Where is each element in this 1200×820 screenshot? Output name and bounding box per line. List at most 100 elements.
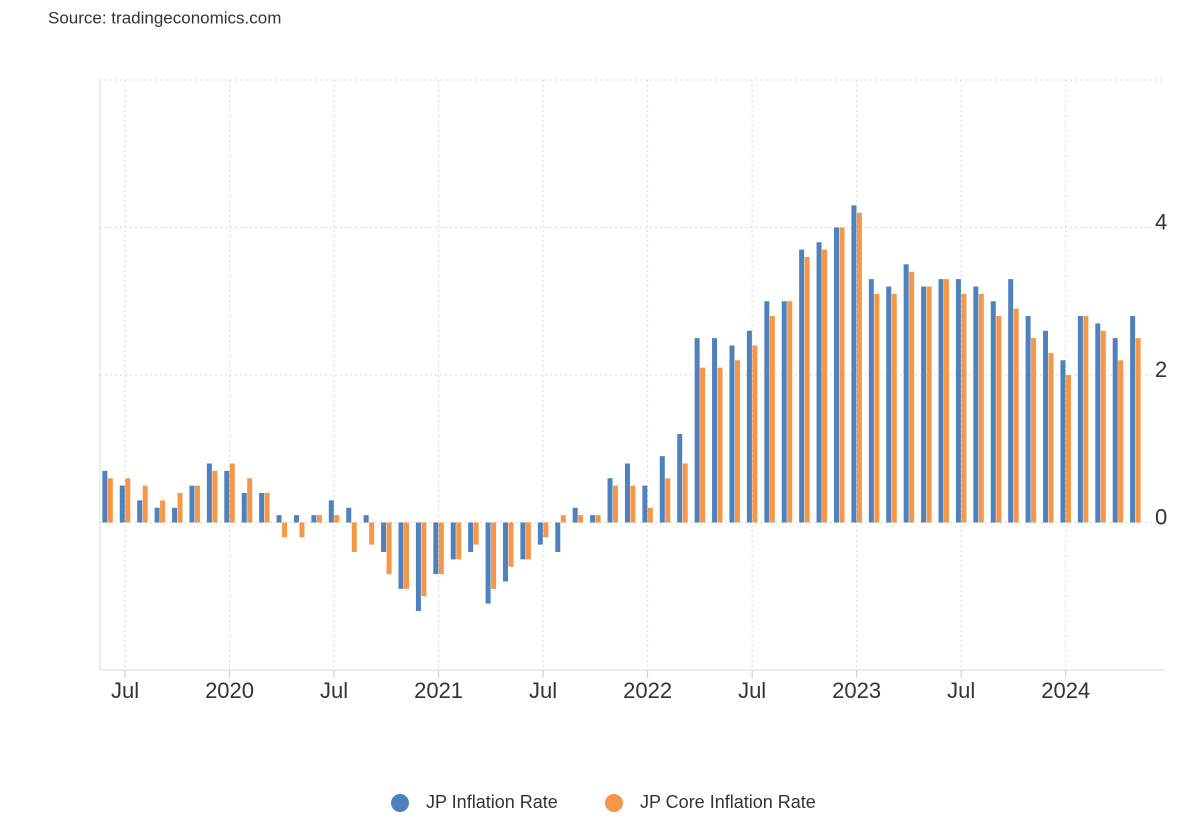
bar — [264, 493, 270, 523]
x-tick-label: Jul — [947, 678, 975, 703]
bar — [438, 522, 444, 575]
bar — [833, 227, 839, 523]
bar — [386, 522, 392, 575]
legend-marker — [605, 794, 623, 812]
bar — [508, 522, 514, 567]
bar — [142, 485, 148, 523]
x-tick-label: 2023 — [832, 678, 881, 703]
bar — [659, 456, 665, 523]
bar — [212, 470, 218, 523]
bar — [224, 470, 230, 523]
bar — [276, 515, 282, 523]
bar — [194, 485, 200, 523]
bar — [839, 227, 845, 523]
bar — [160, 500, 166, 523]
bar — [503, 522, 509, 582]
bar — [700, 367, 706, 523]
bar — [874, 293, 880, 523]
bar — [607, 478, 613, 523]
bar — [717, 367, 723, 523]
bar — [804, 257, 810, 523]
bar — [1100, 330, 1106, 523]
bar — [102, 470, 108, 523]
bar — [137, 500, 143, 523]
bar — [107, 478, 113, 523]
bar — [1031, 338, 1037, 523]
bar — [822, 249, 828, 523]
bar — [403, 522, 409, 589]
bar — [590, 515, 596, 523]
bar — [903, 264, 909, 523]
x-tick-label: 2021 — [414, 678, 463, 703]
bar — [293, 515, 299, 523]
bar — [119, 485, 125, 523]
y-tick-label: 0 — [1155, 504, 1167, 529]
bar — [868, 279, 874, 523]
x-tick-label: Jul — [111, 678, 139, 703]
bar — [381, 522, 387, 552]
bar — [816, 242, 822, 523]
legend-marker — [391, 794, 409, 812]
bar — [973, 286, 979, 523]
bar — [259, 493, 265, 523]
bar — [1025, 316, 1031, 523]
bar — [712, 338, 718, 523]
bar — [752, 345, 758, 523]
bar — [978, 293, 984, 523]
bar — [682, 463, 688, 523]
bar — [282, 522, 288, 538]
bar — [241, 493, 247, 523]
bar — [415, 522, 421, 611]
bar — [456, 522, 462, 560]
bar — [525, 522, 531, 560]
legend-label: JP Core Inflation Rate — [640, 792, 816, 812]
bar — [630, 485, 636, 523]
bar — [938, 279, 944, 523]
y-tick-label: 2 — [1155, 357, 1167, 382]
bar — [1060, 360, 1066, 523]
bar — [1118, 360, 1124, 523]
bar — [613, 485, 619, 523]
x-tick-label: 2022 — [623, 678, 672, 703]
bar — [520, 522, 526, 560]
bar — [851, 205, 857, 523]
bar — [172, 507, 178, 523]
bar — [746, 330, 752, 523]
bar — [944, 279, 950, 523]
bar — [764, 301, 770, 523]
bar — [398, 522, 404, 589]
bar — [247, 478, 253, 523]
bar — [595, 515, 601, 523]
bar — [468, 522, 474, 552]
bar — [1048, 352, 1054, 523]
bar — [665, 478, 671, 523]
bar — [299, 522, 305, 538]
legend-label: JP Inflation Rate — [426, 792, 558, 812]
bar — [125, 478, 131, 523]
bar — [154, 507, 160, 523]
bar — [734, 360, 740, 523]
bar — [1135, 338, 1141, 523]
bar — [856, 212, 862, 523]
bar — [694, 338, 700, 523]
bar — [1065, 375, 1071, 523]
bar — [961, 293, 967, 523]
source: Source: tradingeconomics.com — [48, 8, 281, 27]
bar — [485, 522, 491, 604]
bar — [351, 522, 357, 552]
bar — [787, 301, 793, 523]
bar — [346, 507, 352, 523]
bar — [1095, 323, 1101, 523]
bar — [229, 463, 235, 523]
bar — [311, 515, 317, 523]
bar — [677, 434, 683, 523]
x-tick-label: Jul — [529, 678, 557, 703]
bar — [572, 507, 578, 523]
y-tick-label: 4 — [1155, 209, 1167, 234]
bar — [543, 522, 549, 538]
bar — [578, 515, 584, 523]
bar — [921, 286, 927, 523]
bar — [328, 500, 334, 523]
x-tick-label: 2024 — [1041, 678, 1090, 703]
